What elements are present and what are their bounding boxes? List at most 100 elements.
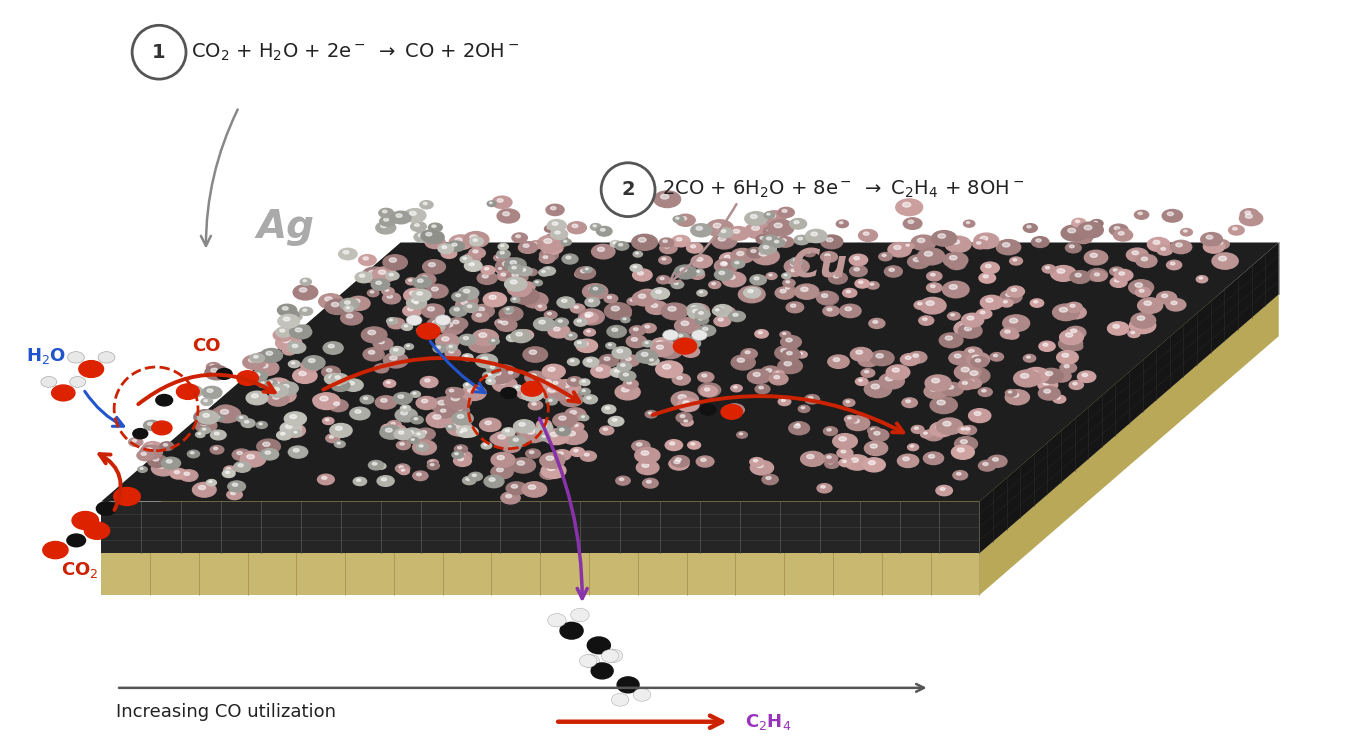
Ellipse shape — [416, 428, 435, 440]
Ellipse shape — [504, 307, 513, 313]
Ellipse shape — [759, 252, 767, 256]
Ellipse shape — [940, 487, 945, 490]
Ellipse shape — [937, 400, 945, 405]
Ellipse shape — [412, 289, 431, 301]
Ellipse shape — [579, 309, 605, 325]
Ellipse shape — [1060, 307, 1068, 312]
Ellipse shape — [170, 469, 188, 479]
Ellipse shape — [452, 320, 459, 324]
Ellipse shape — [398, 468, 409, 475]
Ellipse shape — [254, 355, 258, 358]
Ellipse shape — [914, 300, 929, 309]
Ellipse shape — [551, 207, 556, 210]
Ellipse shape — [587, 637, 610, 653]
Ellipse shape — [517, 267, 532, 276]
Ellipse shape — [239, 417, 243, 418]
Ellipse shape — [585, 312, 593, 317]
Ellipse shape — [1107, 321, 1129, 335]
Ellipse shape — [728, 227, 749, 240]
Ellipse shape — [381, 399, 387, 403]
Ellipse shape — [521, 332, 526, 335]
Ellipse shape — [489, 295, 497, 300]
Ellipse shape — [1157, 291, 1177, 304]
Ellipse shape — [450, 235, 472, 249]
Ellipse shape — [501, 321, 508, 324]
Ellipse shape — [864, 381, 891, 397]
Ellipse shape — [350, 407, 370, 420]
Ellipse shape — [525, 371, 545, 384]
Text: 2CO + 6H$_2$O + 8e$^-$ $\rightarrow$ C$_2$H$_4$ + 8OH$^-$: 2CO + 6H$_2$O + 8e$^-$ $\rightarrow$ C$_… — [662, 179, 1025, 201]
Ellipse shape — [513, 285, 521, 288]
Ellipse shape — [988, 455, 1007, 467]
Ellipse shape — [400, 466, 404, 469]
Ellipse shape — [338, 442, 340, 444]
Ellipse shape — [509, 371, 513, 374]
Ellipse shape — [961, 324, 969, 328]
Ellipse shape — [301, 325, 309, 331]
Ellipse shape — [768, 214, 776, 218]
Ellipse shape — [292, 314, 296, 317]
Ellipse shape — [663, 344, 667, 346]
Ellipse shape — [132, 439, 136, 442]
Ellipse shape — [539, 254, 555, 264]
Ellipse shape — [1131, 251, 1138, 255]
Ellipse shape — [389, 273, 393, 276]
Ellipse shape — [302, 356, 325, 369]
Ellipse shape — [765, 273, 778, 279]
Ellipse shape — [730, 385, 742, 392]
Ellipse shape — [72, 511, 99, 529]
Text: 2: 2 — [621, 180, 634, 199]
Ellipse shape — [575, 270, 587, 278]
Ellipse shape — [455, 453, 458, 455]
Ellipse shape — [555, 318, 568, 327]
Ellipse shape — [355, 272, 373, 282]
Ellipse shape — [497, 209, 520, 223]
Ellipse shape — [560, 427, 587, 445]
Ellipse shape — [454, 424, 460, 428]
Ellipse shape — [617, 349, 622, 353]
Ellipse shape — [387, 295, 393, 298]
Ellipse shape — [491, 452, 514, 467]
Ellipse shape — [765, 477, 771, 479]
Ellipse shape — [1157, 246, 1173, 255]
Ellipse shape — [421, 327, 435, 336]
Ellipse shape — [1006, 331, 1019, 339]
Ellipse shape — [539, 306, 541, 307]
Ellipse shape — [647, 481, 651, 483]
Ellipse shape — [460, 431, 463, 433]
Ellipse shape — [948, 258, 965, 270]
Ellipse shape — [824, 306, 840, 316]
Ellipse shape — [223, 469, 235, 478]
Ellipse shape — [608, 296, 612, 299]
Ellipse shape — [624, 373, 628, 376]
Ellipse shape — [375, 222, 396, 234]
Ellipse shape — [763, 211, 786, 225]
Ellipse shape — [197, 411, 219, 424]
Ellipse shape — [840, 459, 852, 466]
Ellipse shape — [513, 438, 518, 442]
Ellipse shape — [207, 389, 213, 392]
Ellipse shape — [387, 421, 401, 430]
Ellipse shape — [1060, 330, 1083, 345]
Ellipse shape — [383, 380, 396, 388]
Ellipse shape — [1200, 233, 1222, 246]
Ellipse shape — [468, 472, 482, 481]
Ellipse shape — [510, 330, 532, 342]
Ellipse shape — [520, 426, 547, 442]
Ellipse shape — [417, 473, 421, 475]
Ellipse shape — [722, 272, 745, 287]
Ellipse shape — [296, 328, 302, 332]
Ellipse shape — [560, 392, 583, 406]
Ellipse shape — [1027, 225, 1031, 228]
Ellipse shape — [964, 367, 990, 384]
Ellipse shape — [213, 448, 217, 450]
Ellipse shape — [784, 361, 791, 366]
Ellipse shape — [845, 455, 869, 470]
Ellipse shape — [1212, 253, 1238, 269]
Ellipse shape — [554, 450, 571, 460]
Ellipse shape — [398, 395, 404, 398]
Ellipse shape — [510, 261, 517, 264]
Ellipse shape — [1012, 258, 1017, 261]
Ellipse shape — [909, 220, 914, 224]
Ellipse shape — [751, 215, 757, 219]
